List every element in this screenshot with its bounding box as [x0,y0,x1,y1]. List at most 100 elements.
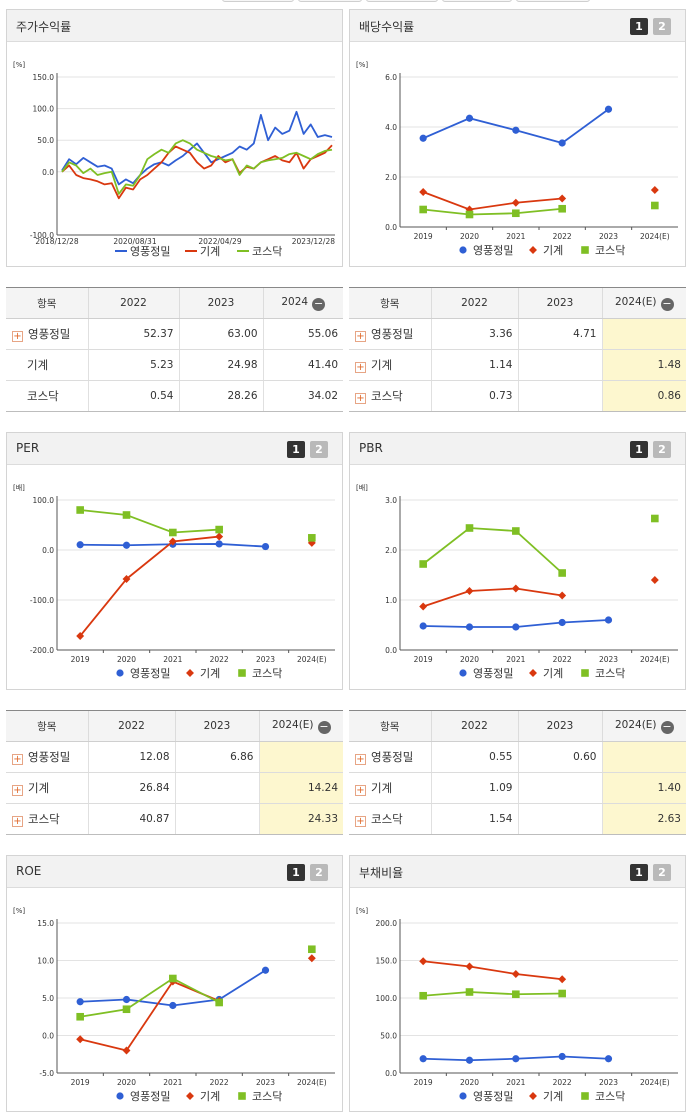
row-label[interactable]: + 기계 [349,772,431,804]
row-label[interactable]: + 코스닥 [6,803,88,835]
view-2-button[interactable]: 2 [653,18,671,35]
x-tick-label: 2024(E) [297,655,327,664]
series-line [61,144,333,200]
x-tick-label: 2022/04/29 [198,237,241,246]
y-tick-label: 200.0 [376,919,398,928]
table-row: + 영풍정밀 3.36 4.71 [349,318,686,350]
legend-marker [459,669,467,677]
panel-header: ROE 1 2 [7,856,342,888]
y-tick-label: 6.0 [385,73,397,82]
table-cell: 34.02 [262,380,343,412]
row-label[interactable]: + 영풍정밀 [349,318,431,350]
x-tick-label: 2021 [163,655,182,664]
view-2-button[interactable]: 2 [310,441,328,458]
row-label[interactable]: + 코스닥 [349,380,431,412]
table-cell: 6.86 [174,741,259,773]
table-cell [174,803,259,835]
view-1-button[interactable]: 1 [630,864,648,881]
axis-unit: [배] [13,483,25,492]
data-point [122,1005,131,1014]
dividend-yield-chart: [%] 6.0 4.0 2.0 0.0 2019 2020 2021 2022 2023 2024(… [356,61,678,257]
series-line [61,139,333,195]
y-tick-label: 2.0 [385,173,397,182]
view-2-button[interactable]: 2 [653,864,671,881]
x-tick-label: 2019 [414,232,433,241]
data-point [76,506,84,514]
data-point [512,623,520,631]
column-header: 항목 [349,710,431,742]
x-tick-label: 2023 [599,655,618,664]
table-cell [517,349,602,381]
table-cell: 5.23 [87,349,179,381]
table-cell [517,772,602,804]
expand-icon[interactable]: + [355,754,366,765]
data-point [465,988,474,996]
view-1-button[interactable]: 1 [287,441,305,458]
legend-label: 코스닥 [252,667,282,680]
expand-icon[interactable]: + [12,754,23,765]
panel-title: 배당수익률 [359,20,415,34]
expand-icon[interactable]: + [12,331,23,342]
view-2-button[interactable]: 2 [310,864,328,881]
data-point [512,527,520,535]
top-tab[interactable] [298,0,362,2]
expand-icon[interactable]: + [355,785,366,796]
y-tick-label: -5.0 [39,1069,54,1078]
table-row: + 영풍정밀 0.55 0.60 [349,741,686,773]
collapse-icon[interactable]: − [660,296,674,311]
expand-icon[interactable]: + [355,362,366,373]
legend-label: 영풍정밀 [130,667,170,680]
top-tab[interactable] [442,0,512,2]
table-header-row: 항목 2022 2023 2024(E) − [349,287,686,319]
top-tab[interactable] [222,0,294,2]
data-point [465,524,474,532]
expand-icon[interactable]: + [12,816,23,827]
top-strip [0,0,691,6]
column-header: 2022 [87,287,179,319]
row-label[interactable]: + 기계 [6,772,88,804]
data-point [215,525,223,534]
collapse-icon[interactable]: − [660,719,674,734]
x-tick-label: 2019 [71,655,90,664]
data-point [465,210,474,219]
data-point [558,989,566,998]
data-point [512,126,520,134]
data-point [419,205,427,214]
table-cell [601,318,686,350]
top-tab[interactable] [366,0,438,2]
table-header-row: 항목 2022 2023 2024(E) − [6,710,343,742]
y-tick-label: 0.0 [42,546,54,555]
y-tick-label: 150.0 [33,73,55,82]
axis-unit: [%] [13,907,25,915]
row-label[interactable]: + 코스닥 [349,803,431,835]
x-tick-label: 2022 [553,232,572,241]
expand-icon[interactable]: + [12,785,23,796]
x-tick-label: 2020 [460,1078,479,1087]
expand-icon[interactable]: + [355,331,366,342]
data-point [76,998,84,1006]
view-1-button[interactable]: 1 [287,864,305,881]
legend-label: 기계 [543,1090,563,1103]
collapse-icon[interactable]: − [312,296,326,311]
table-cell: 26.84 [87,772,175,804]
x-tick-label: 2022 [210,655,229,664]
view-2-button[interactable]: 2 [653,441,671,458]
data-point [76,1035,85,1044]
row-label[interactable]: + 기계 [349,349,431,381]
row-label[interactable]: + 영풍정밀 [6,741,88,773]
top-tab[interactable] [516,0,590,2]
row-label: 기계 [6,349,88,381]
x-tick-label: 2024(E) [640,1078,670,1087]
row-label[interactable]: + 영풍정밀 [349,741,431,773]
series-line [422,527,563,574]
row-label[interactable]: + 영풍정밀 [6,318,88,350]
legend-marker [186,669,194,677]
view-1-button[interactable]: 1 [630,441,648,458]
view-1-button[interactable]: 1 [630,18,648,35]
legend-label: 기계 [200,1090,220,1103]
expand-icon[interactable]: + [355,816,366,827]
dividend-yield-table: 항목 2022 2023 2024(E) − + 영풍정밀 3.36 4.71 + 기… [349,287,686,412]
data-point [261,542,270,551]
collapse-icon[interactable]: − [317,719,331,734]
expand-icon[interactable]: + [355,393,366,404]
